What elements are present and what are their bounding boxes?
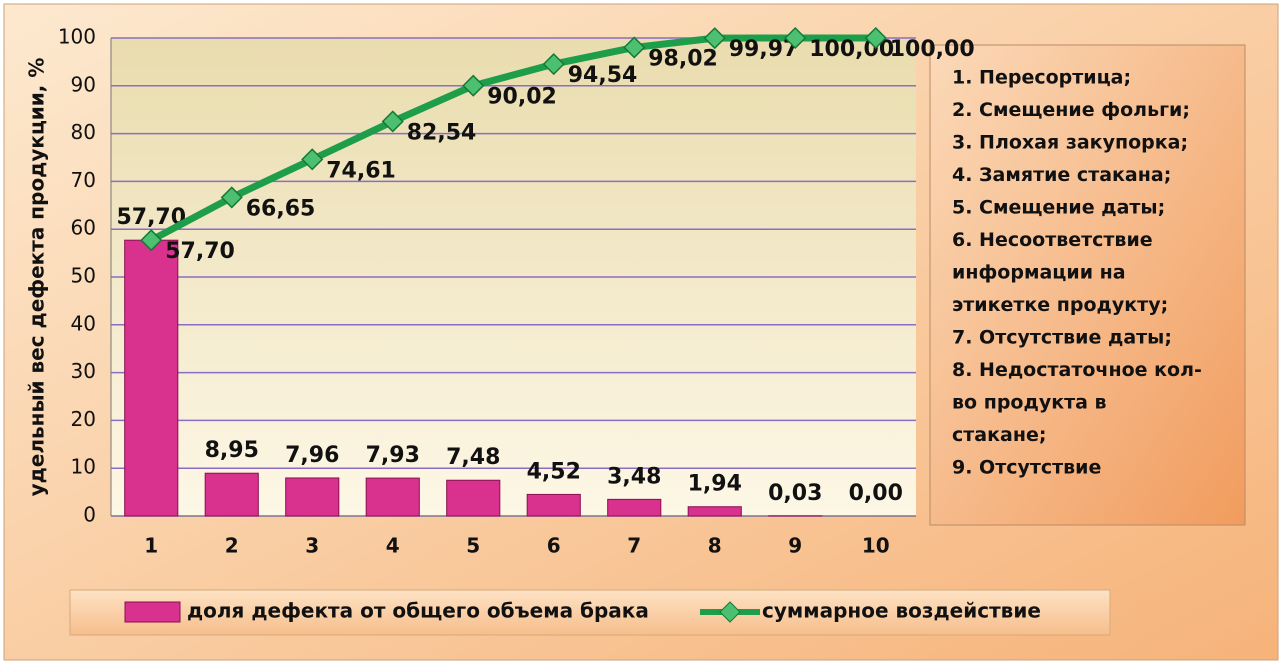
line-value-label: 98,02 <box>648 46 718 71</box>
y-tick-label: 60 <box>71 216 96 240</box>
x-tick-label: 3 <box>305 534 319 558</box>
x-tick-label: 4 <box>386 534 400 558</box>
line-marker <box>864 26 887 50</box>
line-marker <box>542 53 565 76</box>
bar-value-label: 7,48 <box>446 445 500 470</box>
note-line: 1. Пересортица; <box>952 67 1131 89</box>
line-value-label: 90,02 <box>487 85 557 110</box>
legend-marker <box>719 601 741 623</box>
bar <box>285 477 340 517</box>
line-marker <box>703 27 726 50</box>
note-box <box>929 44 1246 526</box>
bar <box>607 498 662 517</box>
y-tick-label: 40 <box>71 311 96 335</box>
x-tick-label: 1 <box>144 534 158 558</box>
line <box>149 34 876 244</box>
note-line: 9. Отсутствие <box>952 457 1101 479</box>
x-tick-label: 5 <box>466 534 480 558</box>
x-tick-label: 9 <box>788 534 802 558</box>
line-marker <box>140 229 163 252</box>
line-value-label: 57,70 <box>165 239 235 264</box>
line-value-label: 66,65 <box>246 196 316 221</box>
y-tick-label: 20 <box>71 407 96 431</box>
bar <box>124 239 179 517</box>
y-tick-label: 70 <box>71 168 96 192</box>
y-axis-label: удельный вес дефекта продукции, % <box>25 58 49 497</box>
note-line: 6. Несоответствие <box>952 229 1153 251</box>
bar-value-label: 0,00 <box>849 481 903 506</box>
y-tick-label: 90 <box>71 72 96 96</box>
note-line: стакане; <box>952 424 1046 446</box>
y-tick-label: 10 <box>71 455 96 479</box>
bar-value-label: 4,52 <box>527 459 581 484</box>
bar <box>365 477 420 517</box>
note-line: 5. Смещение даты; <box>952 197 1165 219</box>
legend-label: доля дефекта от общего объема брака <box>187 599 649 623</box>
y-tick-label: 50 <box>71 264 96 288</box>
x-tick-label: 8 <box>708 534 722 558</box>
y-tick-label: 100 <box>58 25 96 49</box>
note-line: 7. Отсутствие даты; <box>952 327 1172 349</box>
line-value-label: 94,54 <box>568 63 638 88</box>
line-marker <box>220 186 243 209</box>
line-marker <box>784 26 807 50</box>
note-line: 8. Недостаточное кол- <box>952 359 1202 381</box>
line-marker <box>462 74 485 97</box>
y-tick-label: 30 <box>71 359 96 383</box>
bar-value-label: 7,96 <box>285 443 339 468</box>
line-marker <box>623 36 646 59</box>
line-value-label: 82,54 <box>407 120 477 145</box>
note-line: 4. Замятие стакана; <box>952 164 1171 186</box>
legend-label: суммарное воздействие <box>762 599 1041 623</box>
bar-value-label: 8,95 <box>205 438 259 463</box>
x-tick-label: 10 <box>862 534 890 558</box>
line-value-label: 99,97 <box>729 37 799 62</box>
x-tick-label: 6 <box>547 534 561 558</box>
note-line: 2. Смещение фольги; <box>952 99 1190 121</box>
note-line: во продукта в <box>952 392 1107 414</box>
y-tick-label: 80 <box>71 120 96 144</box>
x-tick-label: 2 <box>225 534 239 558</box>
y-tick-label: 0 <box>83 503 96 527</box>
bar-value-label: 0,03 <box>768 481 822 506</box>
x-tick-label: 7 <box>627 534 641 558</box>
note-line: 3. Плохая закупорка; <box>952 132 1188 154</box>
line-marker <box>381 110 404 133</box>
bar-value-label: 3,48 <box>607 464 661 489</box>
note-line: информации на <box>952 262 1126 284</box>
line-marker <box>301 148 324 171</box>
legend-swatch <box>124 601 181 623</box>
bar <box>687 506 742 517</box>
line-value-label: 74,61 <box>326 158 396 183</box>
bar <box>204 472 259 517</box>
bar <box>526 493 581 517</box>
bar-value-label: 7,93 <box>366 443 420 468</box>
note-line: этикетке продукту; <box>952 294 1168 316</box>
line-value-label: 100,00 <box>890 37 975 62</box>
legend-box <box>69 589 1111 636</box>
bar <box>446 479 501 517</box>
bar-value-label: 1,94 <box>688 472 742 497</box>
